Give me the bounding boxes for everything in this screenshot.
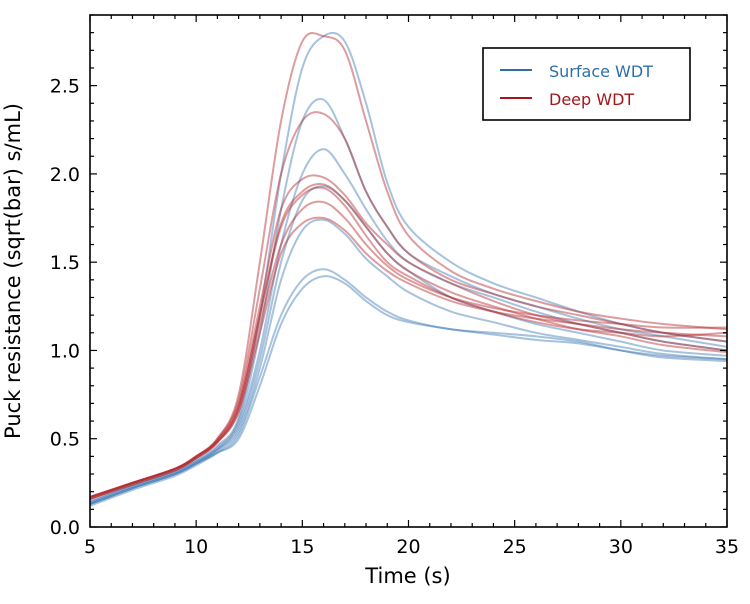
deep-wdt-line-1	[89, 31, 728, 498]
x-tick-label: 35	[715, 536, 739, 558]
deep-wdt-line-3	[89, 174, 728, 498]
y-tick-label: 2.0	[50, 164, 80, 186]
y-tick-label: 1.0	[50, 340, 80, 362]
surface-wdt-line-3	[89, 148, 728, 505]
deep-wdt-line-5	[89, 186, 728, 500]
legend-label-deep: Deep WDT	[549, 90, 634, 109]
y-tick-label: 1.5	[50, 252, 80, 274]
tick-labels: 5 10 15 20 25 30 35 0.0 0.5 1.0 1.5 2.0 2.5	[50, 76, 739, 558]
x-tick-label: 30	[609, 536, 633, 558]
x-axis-label: Time (s)	[364, 564, 450, 588]
y-tick-label: 0.0	[50, 517, 80, 539]
legend-box	[482, 47, 691, 121]
deep-wdt-line-2	[89, 111, 728, 498]
surface-wdt-line-6	[89, 268, 728, 507]
x-tick-label: 15	[290, 536, 314, 558]
deep-wdt-line-4	[89, 183, 728, 498]
x-tick-label: 5	[84, 536, 96, 558]
deep-wdt-line-6	[89, 200, 728, 500]
surface-wdt-line-7	[89, 275, 728, 505]
surface-wdt-line-4	[89, 185, 728, 504]
plot-frame	[89, 14, 728, 528]
legend: Surface WDT Deep WDT	[482, 47, 691, 121]
surface-wdt-line-5	[89, 218, 728, 505]
surface-wdt-line-1	[89, 31, 728, 502]
deep-wdt-line-7	[89, 216, 728, 500]
y-tick-label: 0.5	[50, 429, 80, 451]
x-tick-label: 20	[396, 536, 420, 558]
series-lines	[89, 31, 728, 507]
legend-label-surface: Surface WDT	[549, 62, 653, 81]
x-tick-label: 25	[503, 536, 527, 558]
y-axis-label: Puck resistance (sqrt(bar) s/mL)	[1, 103, 25, 439]
surface-wdt-line-2	[89, 98, 728, 504]
x-tick-label: 10	[184, 536, 208, 558]
y-tick-label: 2.5	[50, 76, 80, 98]
